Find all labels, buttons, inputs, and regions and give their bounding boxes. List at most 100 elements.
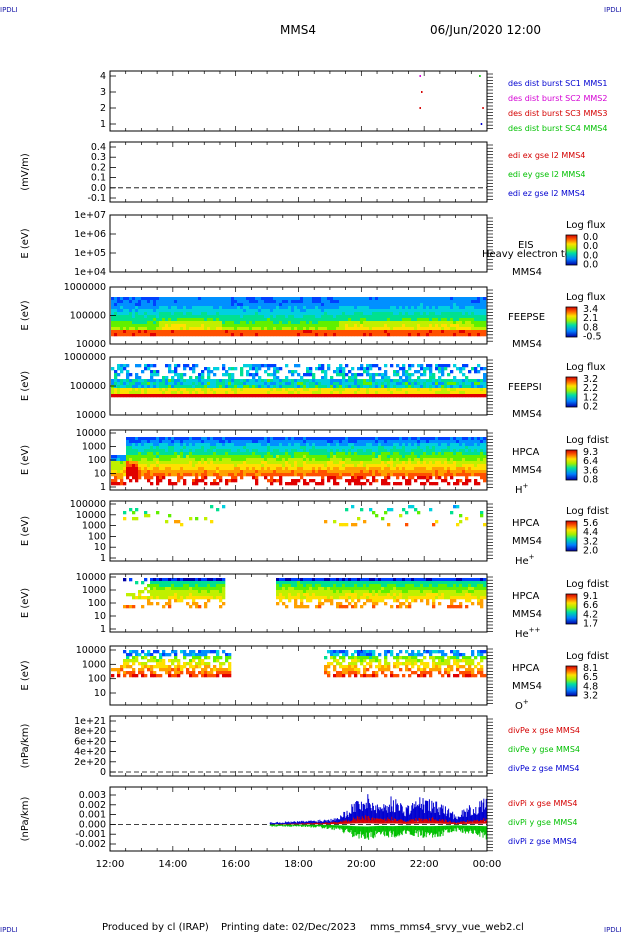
spectrogram-cell (444, 455, 448, 459)
spectrogram-cell (186, 324, 190, 328)
spectrogram-cell (267, 367, 271, 371)
spectrogram-cell (372, 449, 376, 453)
spectrogram-cell (303, 452, 307, 456)
spectrogram-cell (276, 443, 280, 447)
spectrogram-cell (333, 455, 337, 459)
spectrogram-cell (342, 376, 346, 380)
spectrogram-cell (405, 297, 409, 301)
spectrogram-cell (309, 318, 313, 322)
spectrogram-cell (336, 321, 340, 325)
spectrogram-cell (294, 321, 298, 325)
spectrogram-cell (441, 333, 445, 337)
spectrogram-cell (420, 379, 424, 383)
spectrogram-cell (261, 464, 265, 468)
spectrogram-cell (369, 333, 373, 337)
spectrogram-cell (186, 330, 190, 334)
spectrogram-cell (276, 464, 280, 468)
spectrogram-cell (381, 382, 385, 386)
spectrogram-cell (312, 321, 316, 325)
spectrogram-cell (240, 443, 244, 447)
spectrogram-cell (126, 373, 130, 377)
spectrogram-cell (189, 376, 193, 380)
spectrogram-cell (450, 303, 454, 307)
spectrogram-cell (435, 367, 439, 371)
spectrogram-cell (252, 464, 256, 468)
spectrogram-cell (240, 382, 244, 386)
spectrogram-cell (294, 333, 298, 337)
spectrogram-cell (210, 505, 214, 509)
spectrogram-cell (288, 446, 292, 450)
spectrogram-cell (213, 315, 217, 319)
spectrogram-cell (225, 318, 229, 322)
spectrogram-cell (195, 449, 199, 453)
spectrogram-cell (216, 482, 220, 486)
spectrogram-cell (279, 446, 283, 450)
spectrogram-cell (324, 437, 328, 441)
spectrogram-cell (462, 382, 466, 386)
spectrogram-cell (174, 467, 178, 471)
spectrogram-cell (453, 333, 457, 337)
spectrogram-cell (219, 479, 223, 483)
spectrogram-cell (390, 437, 394, 441)
spectrogram-cell (417, 443, 421, 447)
spectrogram-cell (183, 461, 187, 465)
spectrogram-cell (333, 385, 337, 389)
spectrogram-cell (471, 440, 475, 444)
spectrogram-cell (426, 394, 430, 398)
spectrogram-cell (462, 470, 466, 474)
spectrogram-cell (207, 446, 211, 450)
spectrogram-cell (267, 324, 271, 328)
spectrogram-cell (405, 321, 409, 325)
spectrogram-cell (138, 473, 142, 477)
spectrogram-cell (267, 297, 271, 301)
spectrogram-cell (462, 300, 466, 304)
spectrogram-cell (177, 324, 181, 328)
spectrogram-cell (471, 455, 475, 459)
spectrogram-cell (249, 461, 253, 465)
spectrogram-cell (201, 437, 205, 441)
spectrogram-cell (114, 300, 118, 304)
spectrogram-cell (402, 452, 406, 456)
spectrogram-cell (372, 315, 376, 319)
spectrogram-cell (354, 333, 358, 337)
spectrogram-cell (264, 318, 268, 322)
spectrogram-cell (252, 330, 256, 334)
spectrogram-cell (222, 473, 226, 477)
spectrogram-cell (408, 379, 412, 383)
spectrogram-cell (258, 470, 262, 474)
spectrogram-cell (150, 324, 154, 328)
spectrogram-cell (450, 318, 454, 322)
spectrogram-cell (315, 437, 319, 441)
spectrogram-cell (291, 300, 295, 304)
spectrogram-cell (387, 443, 391, 447)
colorbar-tick-label: 2.2 (583, 383, 598, 394)
spectrogram-cell (252, 437, 256, 441)
spectrogram-cell (264, 440, 268, 444)
spectrogram-cell (360, 327, 364, 331)
spectrogram-cell (456, 437, 460, 441)
instrument-label: EIS (518, 240, 534, 251)
spectrogram-cell (192, 379, 196, 383)
spectrogram-cell (321, 449, 325, 453)
spectrogram-cell (351, 437, 355, 441)
spectrogram-cell (318, 443, 322, 447)
spectrogram-cell (417, 391, 421, 395)
spectrogram-cell (444, 330, 448, 334)
spectrogram-cell (141, 306, 145, 310)
spectrogram-cell (306, 455, 310, 459)
spectrogram-cell (270, 385, 274, 389)
spectrogram-cell (315, 440, 319, 444)
spectrogram-cell (411, 385, 415, 389)
spectrogram-cell (294, 458, 298, 462)
spectrogram-cell (300, 476, 304, 480)
spectrogram-cell (162, 452, 166, 456)
spectrogram-cell (204, 464, 208, 468)
spectrogram-cell (252, 382, 256, 386)
spectrogram-cell (375, 449, 379, 453)
spectrogram-cell (204, 309, 208, 313)
spectrogram-cell (297, 473, 301, 477)
spectrogram-cell (192, 312, 196, 316)
spectrogram-cell (120, 297, 124, 301)
spectrogram-cell (123, 300, 127, 304)
spectrogram-cell (441, 461, 445, 465)
